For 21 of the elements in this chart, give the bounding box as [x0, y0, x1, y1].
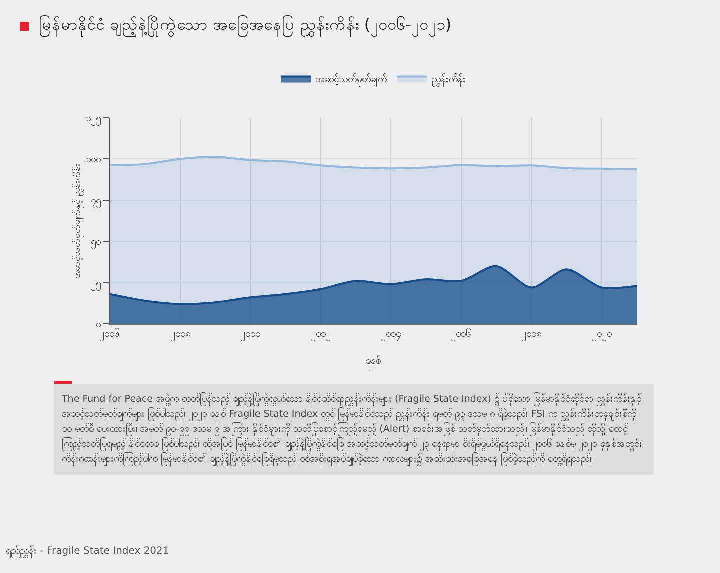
x-tick-label: ၂၀၁၂ — [310, 329, 331, 342]
y-axis-title: အဆင့်သတ်မှတ်ချက်နှင့် ညွှန်းကိန်း — [72, 164, 84, 278]
y-tick-label: ၁၀၀ — [86, 154, 101, 166]
x-tick-label: ၂၀၁၀ — [240, 329, 261, 342]
x-axis-title: ခုနှစ် — [366, 354, 381, 369]
y-tick-label: ၂၅ — [91, 278, 101, 292]
legend-label: အဆင့်သတ်မှတ်ချက် — [316, 72, 387, 88]
chart-title: မြန်မာနိုင်ငံ ချည့်နဲ့ပြိုကွဲသော အခြေအနေပြ ညွှန်းကိန်း (၂၀၀၆-၂၀၂၁) — [39, 14, 452, 38]
y-tick-label: ၀ — [96, 320, 101, 330]
y-tick-label: ၁၂၅ — [86, 114, 101, 126]
x-tick-label: ၂၀၁၄ — [381, 329, 402, 342]
legend-label: ညွှန်းကိန်း — [432, 72, 466, 88]
text: ရည်ညွှန်း - Fragile State Index 2021 — [6, 544, 170, 559]
y-tick-label: ၇၅ — [91, 196, 101, 209]
text: The Fund for Peace အဖွဲ့က ထုတ်ပြန်သည့် ချည့်နဲ့ပြိုကွဲလွယ်သော နိုင်ငံဆိုင်ရာညွှန်းကိန်းများ (Fragile State Index) ၌ ပါရှိသော မြန်မာနိုင်ငံဆိုင်ရာ ညွှန်းကိန်းနှင့် အဆင့်သတ်မှတ်ချက်များ ဖြစ်ပါသည်။ ၂၀၂၁ ခုနှစ် Fragile State Index တွင် မြန်မာနိုင်ငံသည် ညွှန်းကိန်း ရမှတ် ၉၃ ဒသမ ၈ ရှိခဲ့သည်။ FSI က ညွှန်းကိန်းတခုချင်းစီကို ၁၀ မှတ်စီ ပေးထားပြီး၊ အမှတ် ၉၀-၉၉ ဒသမ ၉ အကြား နိုင်ငံများကို သတိပြုစောင့်ကြည့်ရမည့် (Alert) စာရင်းအဖြစ် သတ်မှတ်ထားသည်။ မြန်မာနိုင်ငံသည် ထိုသို့ စောင့်ကြည့်သတိပြုရမည့် နိုင်ငံတခု ဖြစ်ပါသည်။ ထို့အပြင် မြန်မာနိုင်ငံ၏ ချည့်နဲ့ပြိုကွဲနိုင်ခြေ အဆင့်သတ်မှတ်ချက် ၂၃ နေရာမှာ စိုးရိမ်ဖွယ်ရှိနေသည်။ ၂၀၀၆ ခုနှစ်မှ ၂၀၂၁ ခုနှစ်အတွင်း ကိန်းဂဏန်းများကိုကြည့်ပါက မြန်မာနိုင်ငံ၏ ချည့်နဲ့ပြိုကွဲနိုင်ခြေရှိမှုသည် စစ်အစိုးရအုပ်ချုပ်ခဲ့သော ကာလများ၌ အဆိုးဆုံးအခြေအနေ ဖြစ်ခဲ့သည်ကို တွေ့ရှိရသည်။ — [54, 384, 654, 475]
x-tick-label: ၂၀၀၆ — [100, 327, 120, 342]
y-tick-label: ၅၀ — [91, 237, 101, 250]
x-tick-label: ၂၀၁၆ — [450, 327, 472, 342]
x-tick-label: ၂၀၁၈ — [522, 329, 542, 342]
x-tick-label: ၂၀၂၀ — [592, 329, 612, 342]
x-tick-label: ၂၀၀၈ — [170, 329, 190, 342]
